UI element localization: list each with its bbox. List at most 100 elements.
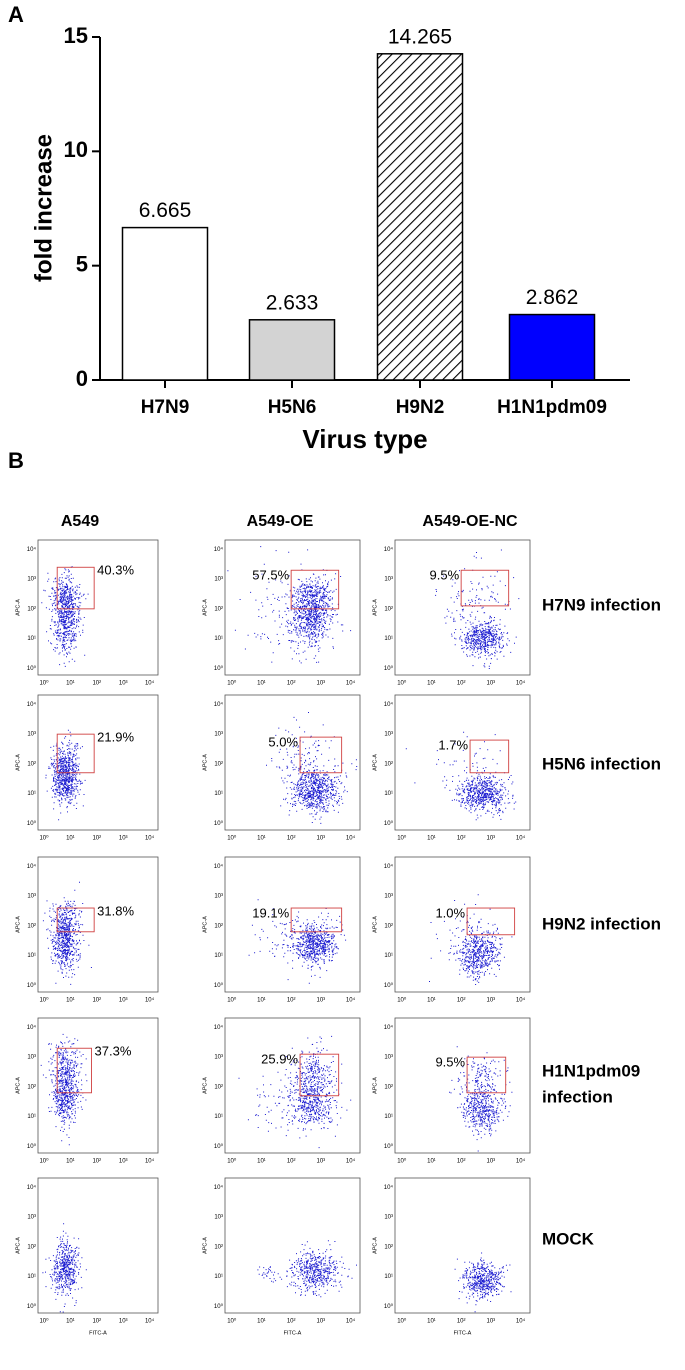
gate-percent: 9.5% bbox=[430, 568, 460, 583]
row-label: H9N2 infection bbox=[542, 914, 661, 933]
y-axis-label: APC-A bbox=[202, 1237, 208, 1254]
events bbox=[238, 1035, 352, 1149]
x-tick-label: 10¹ bbox=[257, 681, 266, 687]
x-tick-label: 10³ bbox=[487, 1159, 496, 1165]
x-tick-label: H5N6 bbox=[268, 397, 317, 418]
y-tick-label: 10⁴ bbox=[214, 863, 224, 870]
x-tick-label: 10⁰ bbox=[397, 997, 407, 1004]
x-tick-label: 10⁴ bbox=[516, 1158, 526, 1165]
y-tick-label: 10⁴ bbox=[214, 546, 224, 553]
x-tick-label: 10⁴ bbox=[346, 997, 356, 1004]
x-tick-label: 10⁰ bbox=[39, 835, 49, 842]
plot-frame bbox=[224, 856, 361, 993]
y-tick-label: 10¹ bbox=[384, 1274, 393, 1280]
x-tick-label: 10² bbox=[92, 836, 101, 842]
x-tick-label: 10¹ bbox=[257, 998, 266, 1004]
y-tick-label: 10³ bbox=[384, 732, 393, 738]
x-tick-label: 10⁴ bbox=[346, 835, 356, 842]
y-tick-label: 10² bbox=[214, 1244, 223, 1250]
y-tick-label: 10⁰ bbox=[27, 982, 37, 989]
y-tick-label: 10¹ bbox=[214, 791, 223, 797]
plot-frame bbox=[37, 694, 159, 831]
x-tick-label: 10⁰ bbox=[397, 1158, 407, 1165]
x-tick-label: 10² bbox=[457, 1159, 466, 1165]
row-label: infection bbox=[542, 1087, 613, 1106]
y-tick-label: 10⁰ bbox=[384, 665, 394, 672]
y-tick-label: 15 bbox=[64, 23, 88, 48]
x-tick-label: 10² bbox=[457, 836, 466, 842]
y-axis-label: APC-A bbox=[15, 754, 21, 771]
y-tick-label: 10³ bbox=[27, 732, 36, 738]
x-tick-label: 10³ bbox=[487, 998, 496, 1004]
x-tick-label: 10³ bbox=[487, 1319, 496, 1325]
x-tick-label: 10⁴ bbox=[145, 997, 155, 1004]
events bbox=[248, 899, 347, 984]
x-axis-label: FITC-A bbox=[89, 1330, 107, 1336]
plot-frame bbox=[37, 1177, 159, 1314]
panel-label: B bbox=[8, 448, 24, 473]
x-tick-label: 10⁴ bbox=[346, 1318, 356, 1325]
y-tick-label: 10⁰ bbox=[384, 1303, 394, 1310]
y-axis-title: fold increase bbox=[30, 134, 57, 282]
plot-frame bbox=[394, 539, 531, 676]
value-label: 6.665 bbox=[139, 199, 192, 222]
x-tick-label: 10² bbox=[287, 1159, 296, 1165]
y-tick-label: 10⁰ bbox=[27, 665, 37, 672]
x-tick-label: 10¹ bbox=[66, 998, 75, 1004]
x-tick-label: 10² bbox=[92, 1159, 101, 1165]
gate-percent: 5.0% bbox=[268, 735, 298, 750]
value-label: 2.862 bbox=[526, 286, 579, 309]
y-tick-label: 10¹ bbox=[27, 1274, 36, 1280]
column-header: A549-OE bbox=[247, 513, 314, 530]
x-tick-label: 10³ bbox=[317, 681, 326, 687]
y-tick-label: 10² bbox=[214, 606, 223, 612]
y-tick-label: 10² bbox=[214, 761, 223, 767]
x-tick-label: 10¹ bbox=[427, 836, 436, 842]
y-tick-label: 10³ bbox=[384, 1055, 393, 1061]
x-tick-label: 10² bbox=[287, 1319, 296, 1325]
y-tick-label: 10⁴ bbox=[384, 1184, 394, 1191]
x-tick-label: 10⁰ bbox=[39, 680, 49, 687]
y-tick-label: 10⁰ bbox=[27, 1303, 37, 1310]
y-tick-label: 10³ bbox=[214, 577, 223, 583]
row-label: H7N9 infection bbox=[542, 595, 661, 614]
x-tick-label: 10⁰ bbox=[227, 1318, 237, 1325]
x-tick-label: 10³ bbox=[119, 1319, 128, 1325]
x-axis-label: FITC-A bbox=[454, 1330, 472, 1336]
y-tick-label: 10¹ bbox=[384, 636, 393, 642]
x-axis-label: FITC-A bbox=[284, 1330, 302, 1336]
x-tick-label: 10² bbox=[287, 998, 296, 1004]
y-tick-label: 10¹ bbox=[214, 1274, 223, 1280]
y-tick-label: 10² bbox=[384, 606, 393, 612]
y-tick-label: 10⁰ bbox=[384, 820, 394, 827]
gate-percent: 19.1% bbox=[252, 905, 289, 920]
gate bbox=[56, 733, 95, 774]
y-tick-label: 10³ bbox=[384, 577, 393, 583]
y-tick-label: 10⁴ bbox=[214, 701, 224, 708]
x-tick-label: 10⁴ bbox=[516, 680, 526, 687]
x-tick-label: 10⁴ bbox=[346, 1158, 356, 1165]
panel-label: A bbox=[8, 2, 24, 27]
y-tick-label: 10² bbox=[27, 606, 36, 612]
x-tick-label: 10⁰ bbox=[227, 997, 237, 1004]
x-tick-label: 10² bbox=[457, 1319, 466, 1325]
y-tick-label: 10³ bbox=[214, 1215, 223, 1221]
y-axis-label: APC-A bbox=[15, 916, 21, 933]
events bbox=[266, 712, 358, 824]
plot-frame bbox=[224, 1017, 361, 1154]
row-label: H1N1pdm09 bbox=[542, 1061, 640, 1080]
y-tick-label: 10³ bbox=[27, 1215, 36, 1221]
x-tick-label: 10³ bbox=[317, 836, 326, 842]
plot-frame bbox=[394, 856, 531, 993]
x-tick-label: 10⁴ bbox=[145, 680, 155, 687]
y-tick-label: 10⁰ bbox=[384, 1143, 394, 1150]
y-tick-label: 10⁰ bbox=[214, 1303, 224, 1310]
x-tick-label: 10⁰ bbox=[39, 1158, 49, 1165]
x-tick-label: 10³ bbox=[487, 681, 496, 687]
y-tick-label: 10⁰ bbox=[214, 1143, 224, 1150]
y-tick-label: 10³ bbox=[384, 1215, 393, 1221]
y-tick-label: 10² bbox=[214, 1084, 223, 1090]
events bbox=[40, 1033, 88, 1146]
y-tick-label: 10¹ bbox=[384, 1114, 393, 1120]
x-tick-label: 10⁴ bbox=[516, 835, 526, 842]
